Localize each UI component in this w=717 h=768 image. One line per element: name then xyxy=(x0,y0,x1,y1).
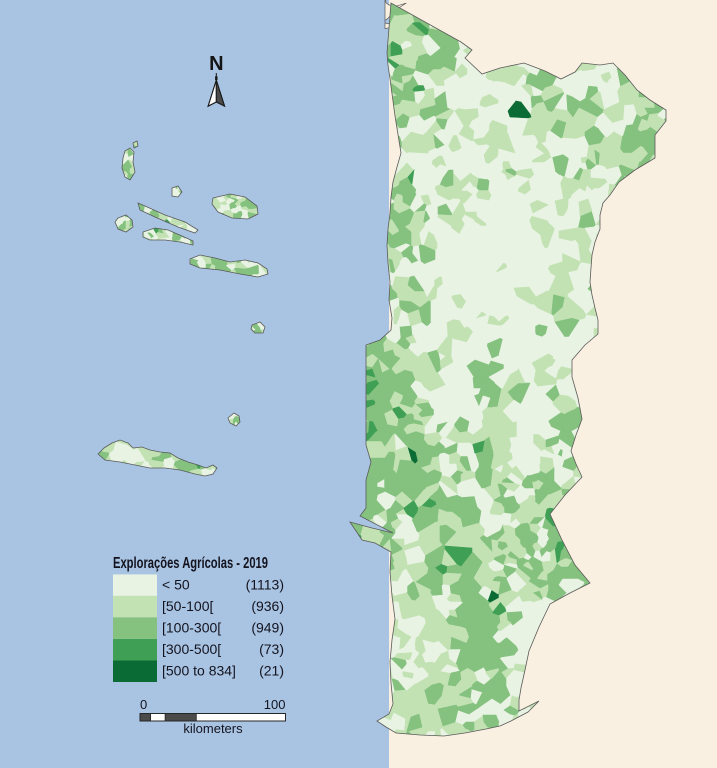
svg-text:< 50: < 50 xyxy=(162,577,190,593)
svg-text:(949): (949) xyxy=(251,620,284,636)
svg-text:N: N xyxy=(209,53,223,75)
svg-text:kilometers: kilometers xyxy=(183,721,243,736)
svg-text:(21): (21) xyxy=(259,663,284,679)
svg-text:Explorações Agrícolas - 2019: Explorações Agrícolas - 2019 xyxy=(113,555,268,572)
svg-text:(1113): (1113) xyxy=(246,577,284,593)
svg-text:100: 100 xyxy=(264,697,286,712)
svg-text:[500 to 834]: [500 to 834] xyxy=(162,663,236,679)
svg-text:(73): (73) xyxy=(259,641,284,657)
svg-text:[50-100[: [50-100[ xyxy=(162,598,213,614)
svg-text:0: 0 xyxy=(140,697,147,712)
svg-text:[100-300[: [100-300[ xyxy=(162,620,221,636)
svg-text:[300-500[: [300-500[ xyxy=(162,641,221,657)
svg-text:(936): (936) xyxy=(251,598,284,614)
